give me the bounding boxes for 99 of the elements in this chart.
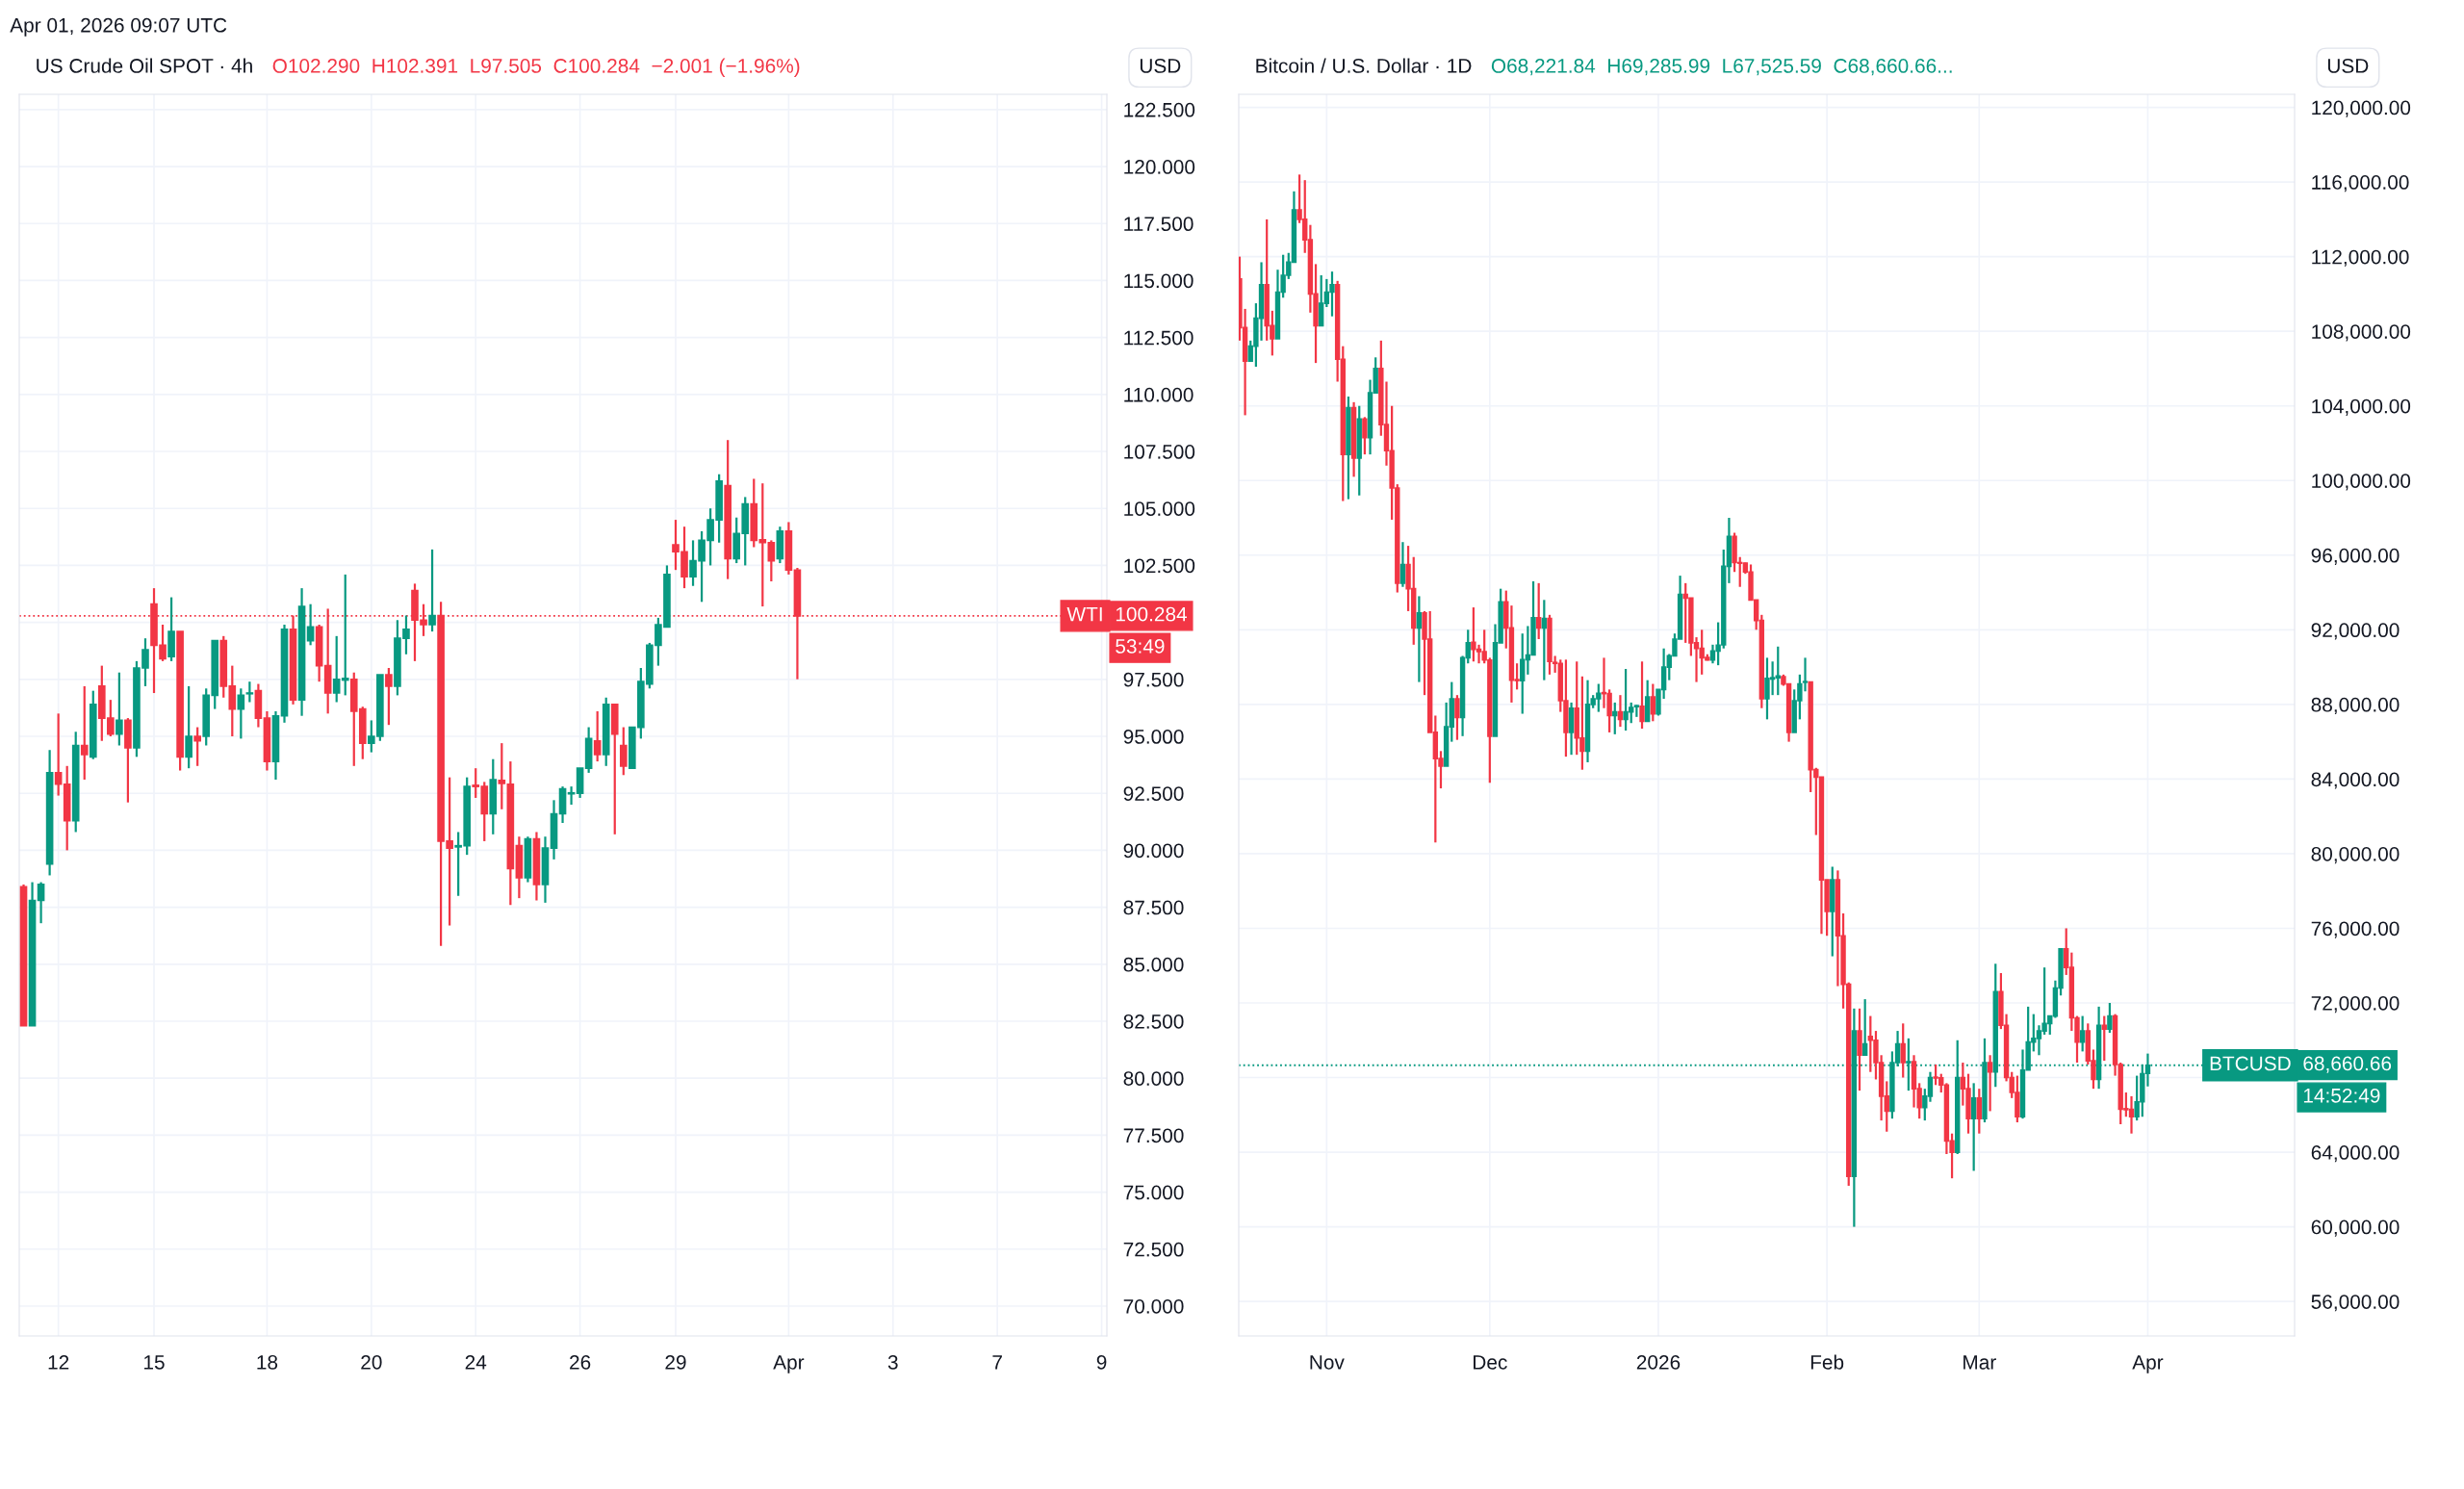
x-tick-label: Mar [1964,1355,1996,1370]
candlestick [498,742,506,810]
candlestick [185,684,192,770]
text: Apr 01, 2026 09:07 UTC [10,17,227,37]
y-tick-label: 104,000.00 [2312,398,2411,416]
y-tick-label: 112,000.00 [2312,249,2409,267]
y-tick-label: 115.000 [1124,273,1194,289]
y-tick-label: 80.000 [1123,1071,1184,1086]
candlestick [1416,595,1423,683]
x-tick-label: 12 [48,1354,69,1370]
y-tick-label: 85.000 [1123,957,1184,972]
candlestick [1970,1082,1977,1172]
ref-line-label: BTCUSD [2210,1056,2291,1071]
y-tick-label: 88,000.00 [2311,697,2400,715]
candlestick [2101,1014,2107,1063]
candlestick [54,712,63,797]
candlestick [116,671,123,747]
x-tick-label: 3 [887,1354,898,1370]
x-tick-label: 20 [361,1354,382,1370]
candlestick [1987,1054,1993,1113]
y-tick-label: 102.500 [1124,558,1195,574]
candlestick [1612,701,1618,735]
y-tick-label: 105.000 [1124,501,1195,516]
y-tick-label: 100,000.00 [2312,474,2411,491]
y-tick-label: 90.000 [1123,843,1184,859]
candlestick [245,680,254,704]
chart-title: US Crude Oil SPOT · 4h [37,58,252,73]
y-tick-label: 120.000 [1124,160,1195,174]
x-tick-label: 18 [257,1354,278,1370]
text: 14:52:49 [2303,1088,2380,1103]
x-tick-label: 24 [465,1354,487,1370]
candlestick [1535,581,1542,641]
ref-line-label: WTI [1066,606,1102,622]
x-tick-label: Feb [1810,1354,1844,1370]
candlestick [1454,694,1460,741]
candlestick [619,726,628,777]
y-tick-label: 122.500 [1124,102,1195,117]
y-tick-label: 80,000.00 [2311,846,2400,864]
candlestick [385,666,393,727]
y-tick-label: 76,000.00 [2311,921,2400,938]
candlestick [593,709,602,763]
candlestick [1541,599,1548,681]
y-tick-label: 116,000.00 [2312,175,2409,193]
x-tick-label: 9 [1096,1354,1107,1370]
y-tick-label: 107.500 [1124,445,1195,459]
candlestick [1900,1022,1906,1079]
candlestick [1650,682,1656,723]
x-tick-label: 29 [665,1354,686,1370]
candlestick [1617,694,1624,729]
candlestick [2079,1014,2086,1053]
candlestick [1639,660,1645,731]
y-tick-label: 95.000 [1123,730,1184,744]
candlestick [193,726,201,767]
chart-subtitle: O68,221.84 H69,285.99 L67,525.59 C68,660.66... [1491,59,1952,76]
text: 68,660.66 [2303,1056,2392,1073]
x-tick-label: 2026 [1636,1354,1681,1370]
y-tick-label: 75.000 [1123,1185,1184,1200]
y-tick-label: 82.500 [1123,1014,1184,1029]
y-tick-label: 92.500 [1123,786,1184,801]
y-tick-label: 60,000.00 [2311,1219,2400,1237]
candlestick [428,548,436,633]
y-tick-label: 96,000.00 [2311,548,2400,565]
y-tick-label: 108,000.00 [2312,324,2411,342]
candlestick [80,684,89,782]
y-tick-label: 56,000.00 [2311,1295,2400,1312]
y-axis-title: USD [2327,59,2369,73]
x-tick-label: Nov [1310,1355,1345,1370]
x-tick-label: Dec [1474,1355,1507,1370]
y-tick-label: 120,000.00 [2312,100,2411,117]
candlestick [2107,1001,2113,1035]
y-tick-label: 77.500 [1123,1128,1184,1143]
y-tick-label: 97.500 [1123,672,1184,687]
candlestick [767,539,776,583]
x-tick-label: 26 [570,1354,591,1370]
y-tick-label: 117.500 [1124,217,1194,232]
candlestick [1861,998,1868,1057]
y-tick-label: 112.500 [1124,330,1194,346]
candlestick [1399,541,1406,588]
y-tick-label: 92,000.00 [2311,623,2400,640]
candlestick [1362,416,1368,456]
y-tick-label: 64,000.00 [2311,1145,2400,1163]
chart-subtitle: O102.290 H102.391 L97.505 C100.284 −2.001 (−1.96%) [272,58,800,77]
x-tick-label: Apr [2132,1355,2164,1373]
y-tick-label: 72,000.00 [2311,996,2400,1014]
chart-title: Bitcoin / U.S. Dollar · 1D [1256,58,1472,73]
text: 100.284 [1116,606,1188,622]
candlestick [1976,1088,1983,1135]
x-tick-label: Apr [773,1355,805,1373]
candlestick [567,785,576,807]
y-tick-label: 87.500 [1123,900,1184,915]
y-axis-title: USD [1140,59,1181,73]
candlestick [37,881,45,925]
y-tick-label: 84,000.00 [2311,772,2400,789]
y-tick-label: 70.000 [1123,1298,1184,1314]
y-tick-label: 110.000 [1124,387,1194,402]
x-tick-label: 7 [992,1355,1002,1370]
y-tick-label: 72.500 [1123,1242,1184,1257]
x-tick-label: 15 [144,1355,165,1370]
text: 53:49 [1116,639,1165,654]
